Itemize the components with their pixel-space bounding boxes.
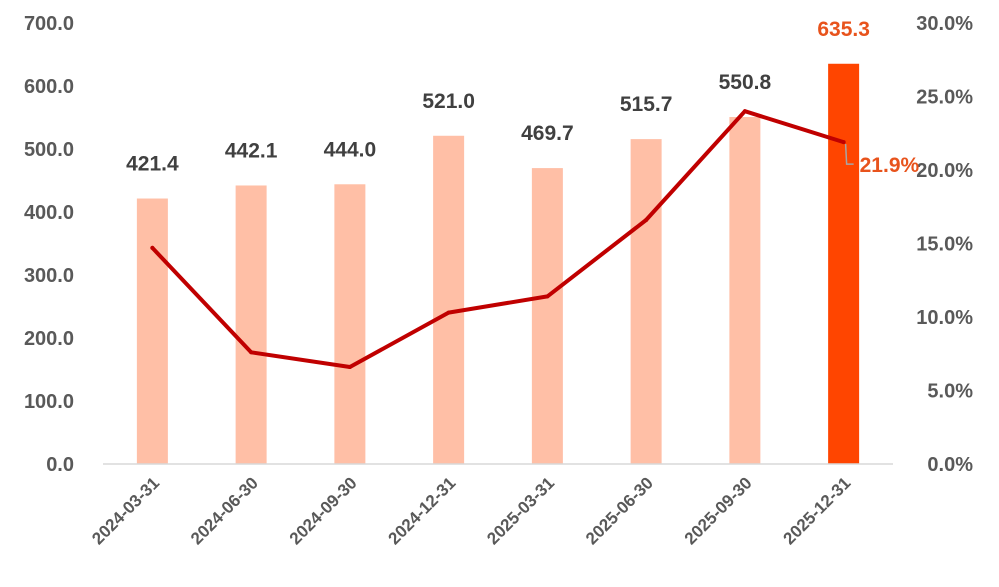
left-axis-tick-label: 600.0 (24, 76, 74, 98)
right-axis-tick-label: 25.0% (916, 87, 973, 109)
x-axis-tick-label: 2025-09-30 (681, 473, 756, 548)
bar (433, 135, 465, 464)
bar-data-label: 421.4 (126, 153, 179, 176)
left-axis-tick-label: 400.0 (24, 202, 74, 224)
x-axis-tick-label: 2024-12-31 (385, 473, 460, 548)
bar-data-label: 635.3 (817, 18, 870, 41)
line-point (249, 350, 254, 355)
left-axis-ticks: 0.0 100.0 200.0 300.0 400.0 500.0 600.0 700.0 (24, 13, 74, 476)
x-axis-tick-label: 2024-09-30 (286, 473, 361, 548)
line-point (545, 294, 550, 299)
x-axis-tick-label: 2025-06-30 (582, 473, 657, 548)
bar-data-label: 521.0 (422, 90, 475, 113)
right-axis-tick-label: 20.0% (916, 160, 973, 182)
line-point (841, 140, 846, 145)
bar-data-labels: 421.4 442.1 444.0 521.0 469.7 515.7 550.8 635.3 (126, 18, 870, 176)
line-series: 21.9% (150, 109, 919, 369)
bar-data-label: 469.7 (521, 122, 574, 145)
line-point (347, 364, 352, 369)
bar (334, 184, 366, 464)
left-axis-tick-label: 200.0 (24, 328, 74, 350)
x-axis-tick-label: 2025-12-31 (780, 473, 855, 548)
line-series-path (150, 109, 846, 369)
leader-line (844, 144, 854, 165)
bar (235, 185, 267, 465)
bar (531, 168, 563, 465)
left-axis-tick-label: 300.0 (24, 265, 74, 287)
right-axis-tick-label: 10.0% (916, 307, 973, 329)
line-point (644, 217, 649, 222)
bar-data-label: 444.0 (324, 138, 377, 161)
line-point (150, 245, 155, 250)
bar-data-label: 442.1 (225, 139, 278, 162)
left-axis-tick-label: 500.0 (24, 139, 74, 161)
line-point (446, 310, 451, 315)
right-axis-tick-label: 0.0% (927, 454, 973, 476)
bar (630, 139, 662, 464)
right-axis-tick-label: 30.0% (916, 13, 973, 35)
line-point (742, 109, 747, 114)
bar (828, 63, 860, 465)
bar (729, 116, 761, 464)
left-axis-tick-label: 700.0 (24, 13, 74, 35)
left-axis-tick-label: 0.0 (46, 454, 74, 476)
right-axis-tick-label: 15.0% (916, 234, 973, 256)
bar (136, 198, 168, 464)
x-axis-tick-label: 2025-03-31 (483, 473, 558, 548)
right-axis-ticks: 0.0% 5.0% 10.0% 15.0% 20.0% 25.0% 30.0% (916, 13, 973, 476)
x-axis-tick-label: 2024-06-30 (187, 473, 262, 548)
x-axis-ticks: 2024-03-31 2024-06-30 2024-09-30 2024-12-31… (88, 473, 854, 548)
right-axis-tick-label: 5.0% (927, 381, 973, 403)
bar-data-label: 515.7 (620, 93, 673, 116)
x-axis-tick-label: 2024-03-31 (88, 473, 163, 548)
bar-data-label: 550.8 (719, 71, 772, 94)
line-data-label: 21.9% (860, 154, 920, 177)
left-axis-tick-label: 100.0 (24, 391, 74, 413)
bar-series (136, 63, 860, 465)
